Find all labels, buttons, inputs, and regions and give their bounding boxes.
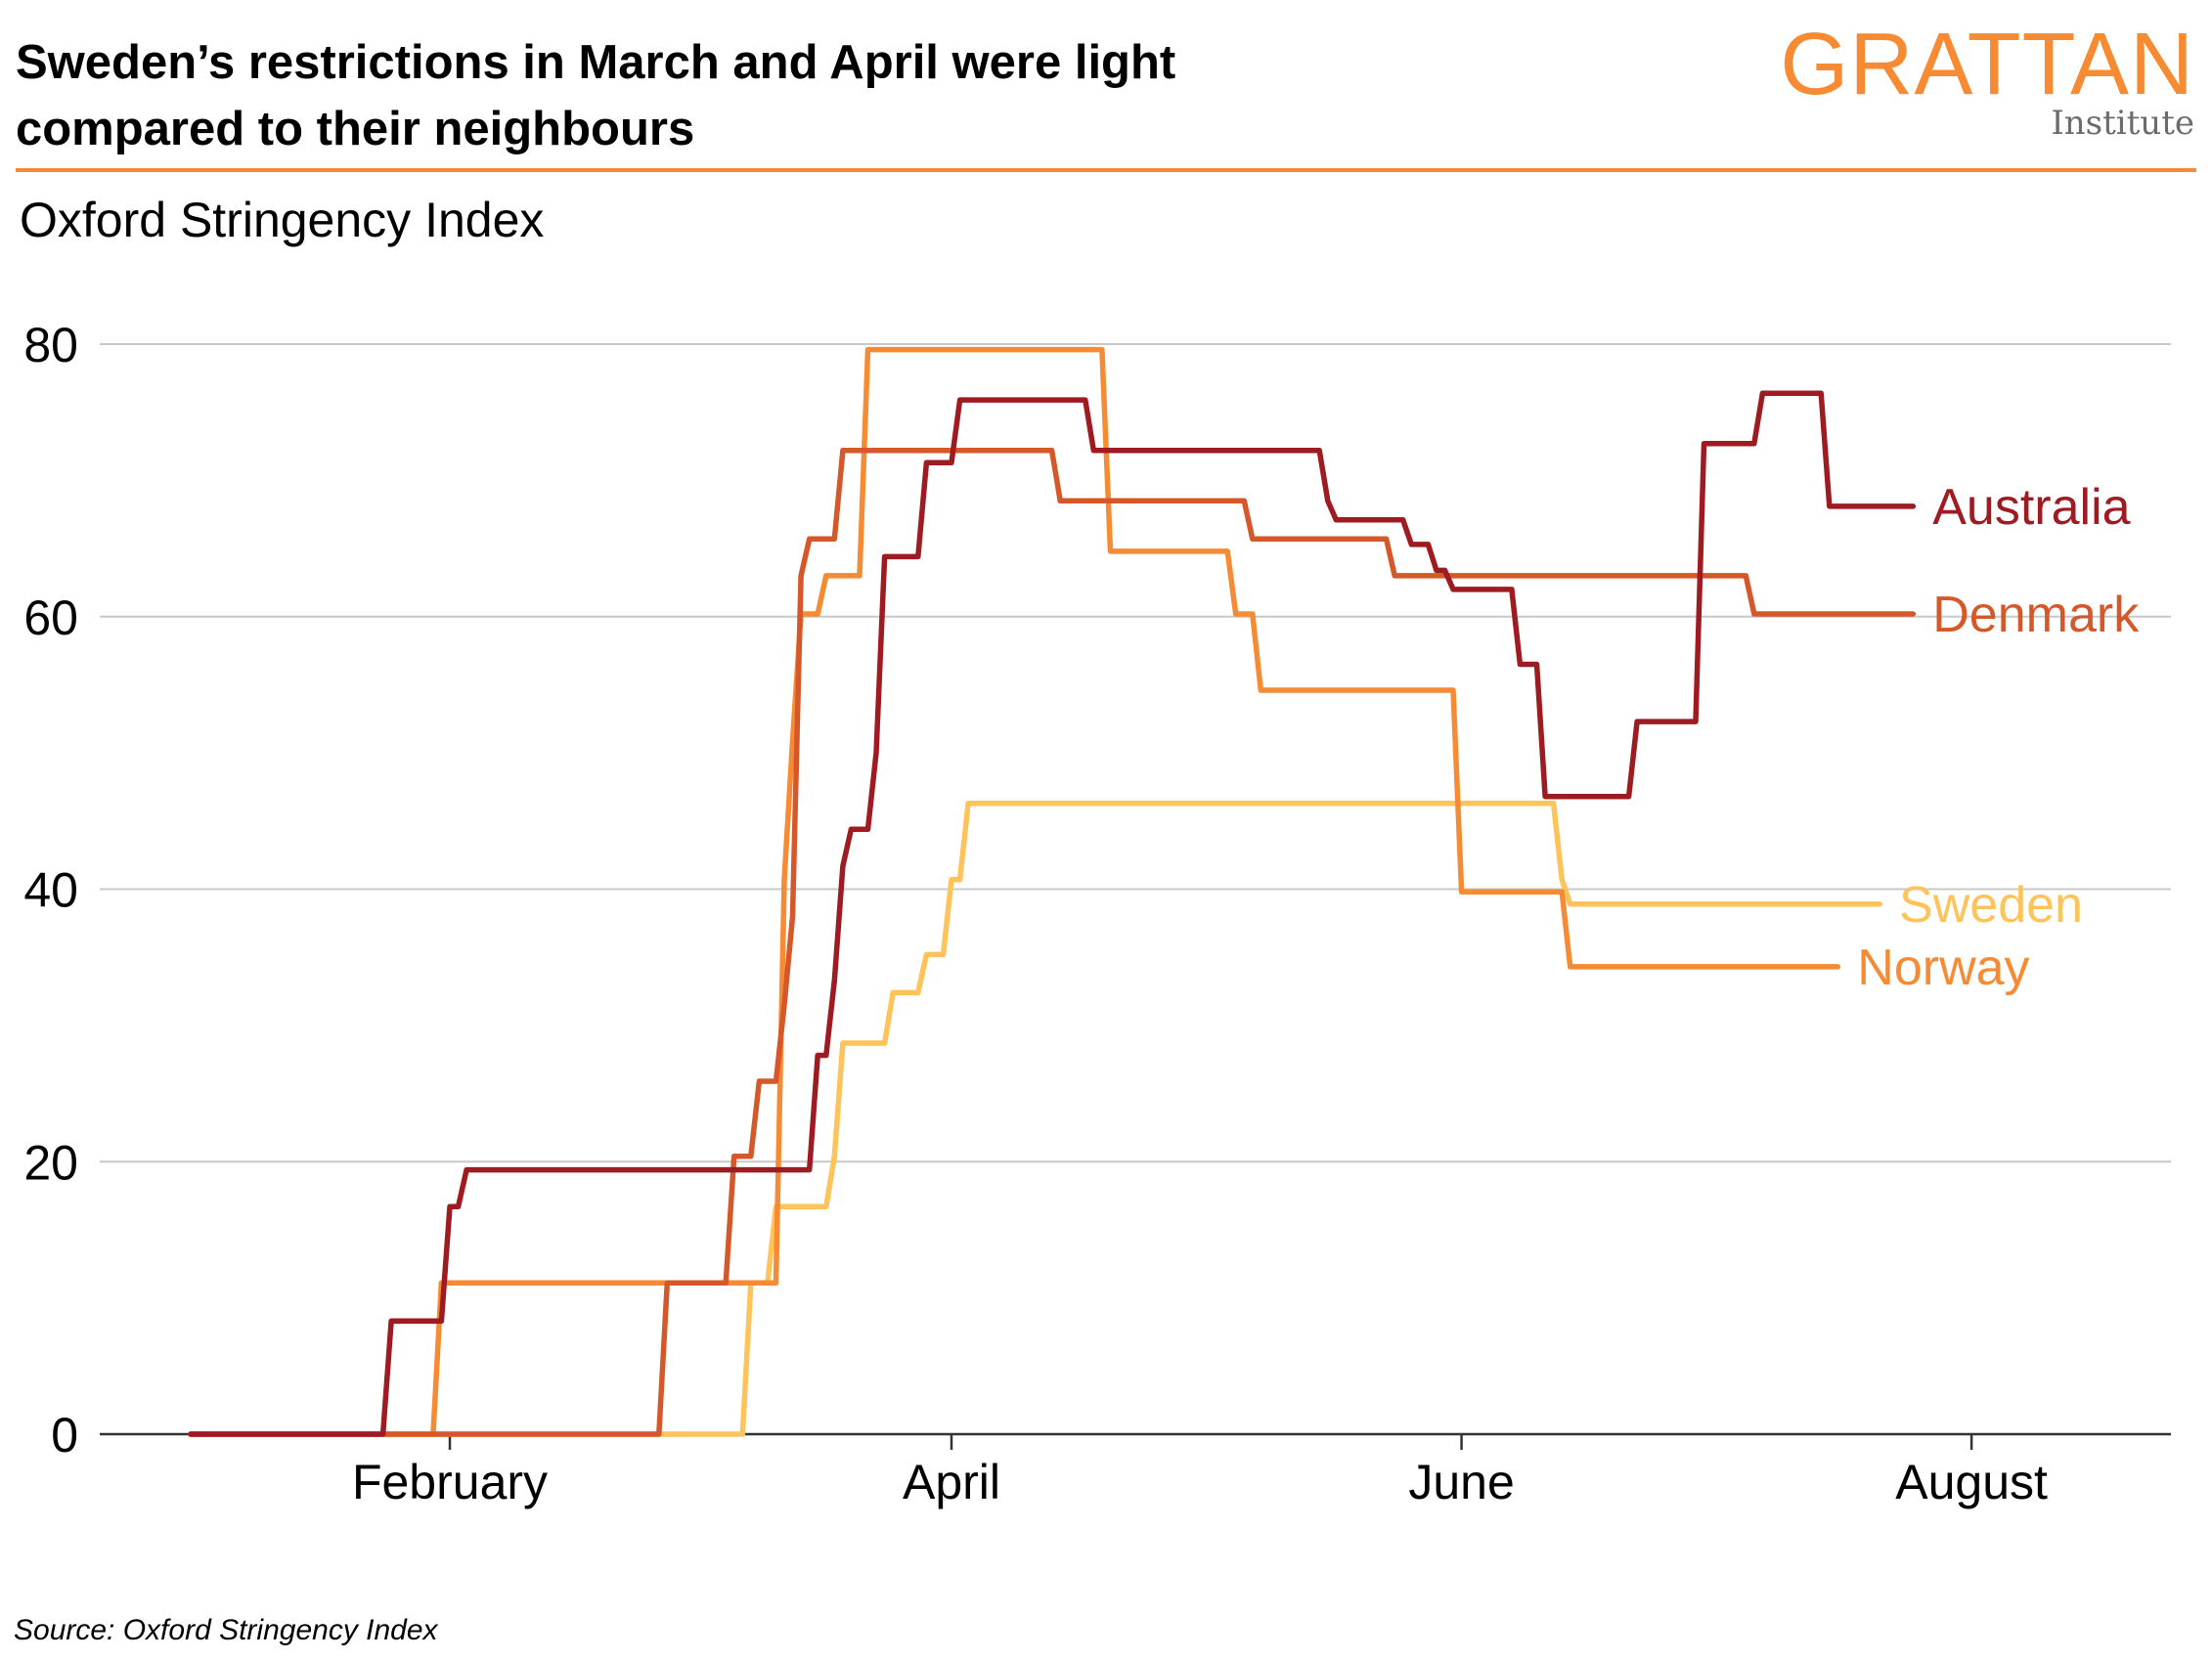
y-tick-label: 80 xyxy=(23,318,78,372)
y-axis-title: Oxford Stringency Index xyxy=(20,193,545,247)
series-label-norway: Norway xyxy=(1857,939,2029,996)
series-label-denmark: Denmark xyxy=(1932,587,2140,643)
y-axis-ticks: 0 20 40 60 80 xyxy=(23,318,78,1463)
header-divider xyxy=(16,168,2196,172)
series-label-australia: Australia xyxy=(1932,479,2130,536)
grattan-logo: GRATTAN Institute xyxy=(1745,16,2194,141)
x-axis-ticks: February April June August xyxy=(352,1434,2048,1509)
y-tick-label: 0 xyxy=(51,1408,78,1463)
y-tick-label: 20 xyxy=(23,1135,78,1190)
logo-wordmark: GRATTAN xyxy=(1780,16,2194,113)
series-line-norway xyxy=(188,346,1841,1437)
chart-title-line-2: compared to their neighbours xyxy=(16,103,695,155)
gridlines xyxy=(100,343,2171,1163)
series-label-sweden: Sweden xyxy=(1899,877,2083,934)
chart-title-line-1: Sweden’s restrictions in March and April… xyxy=(16,36,1176,89)
y-tick-label: 60 xyxy=(23,590,78,645)
source-note: Source: Oxford Stringency Index xyxy=(14,1614,438,1646)
x-tick-label: August xyxy=(1895,1455,2048,1509)
x-tick-label: April xyxy=(903,1455,1000,1509)
y-tick-label: 40 xyxy=(23,863,78,918)
logo-subtext: Institute xyxy=(2051,104,2194,143)
x-tick-label: June xyxy=(1408,1455,1514,1509)
series-line-sweden xyxy=(188,800,1882,1437)
series-line-denmark xyxy=(188,447,1917,1437)
x-tick-label: February xyxy=(352,1455,548,1509)
chart-title: Sweden’s restrictions in March and April… xyxy=(16,29,1678,162)
series-lines xyxy=(188,346,1917,1437)
series-line-australia xyxy=(188,390,1917,1437)
